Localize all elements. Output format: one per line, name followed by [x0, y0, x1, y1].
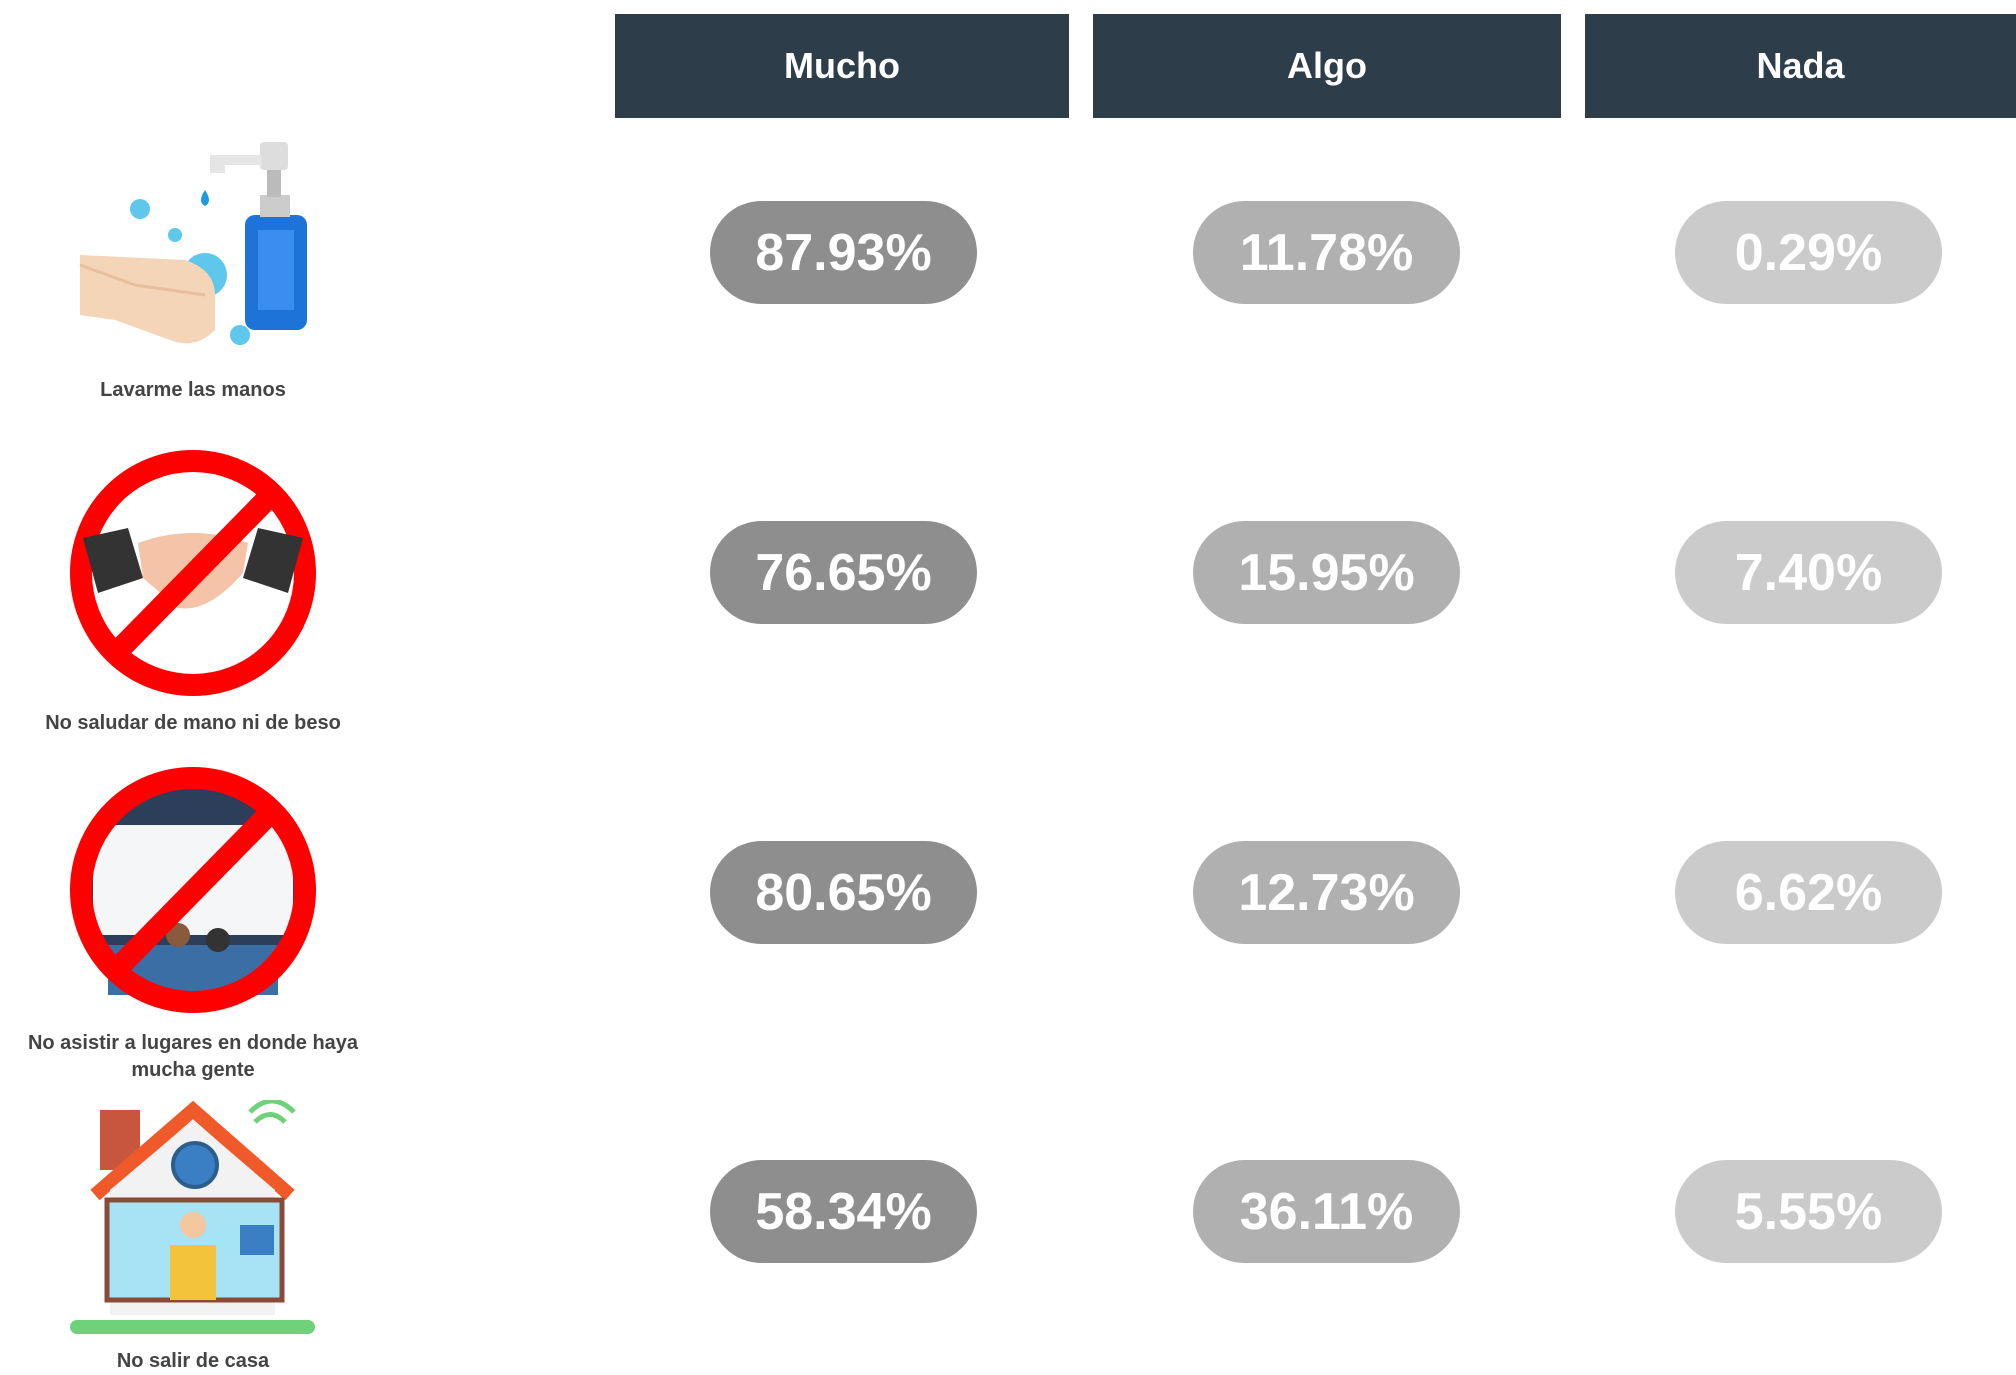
- column-header: Algo: [1093, 14, 1561, 118]
- percentage-pill: 6.62%: [1675, 841, 1942, 944]
- percentage-pill: 58.34%: [710, 1160, 977, 1263]
- percentage-pill: 15.95%: [1193, 521, 1460, 624]
- icon-house: [70, 1100, 320, 1340]
- percentage-pill: 76.65%: [710, 521, 977, 624]
- percentage-pill: 5.55%: [1675, 1160, 1942, 1263]
- row-label: No saludar de mano ni de beso: [13, 710, 373, 737]
- icon-no-handshake: [68, 448, 318, 698]
- percentage-pill: 87.93%: [710, 201, 977, 304]
- row-label: No asistir a lugares en donde haya mucha…: [13, 1030, 373, 1084]
- percentage-pill: 0.29%: [1675, 201, 1942, 304]
- column-header: Nada: [1585, 14, 2016, 118]
- percentage-pill: 11.78%: [1193, 201, 1460, 304]
- row-label: No salir de casa: [13, 1348, 373, 1375]
- icon-no-crowds: [68, 765, 318, 1015]
- column-header: Mucho: [615, 14, 1069, 118]
- percentage-pill: 12.73%: [1193, 841, 1460, 944]
- icon-handwash: [75, 135, 315, 365]
- percentage-pill: 80.65%: [710, 841, 977, 944]
- row-label: Lavarme las manos: [13, 377, 373, 404]
- percentage-pill: 36.11%: [1193, 1160, 1460, 1263]
- page: MuchoAlgoNada Lavarme las manos 87.93% 11.7…: [0, 0, 2016, 1372]
- percentage-pill: 7.40%: [1675, 521, 1942, 624]
